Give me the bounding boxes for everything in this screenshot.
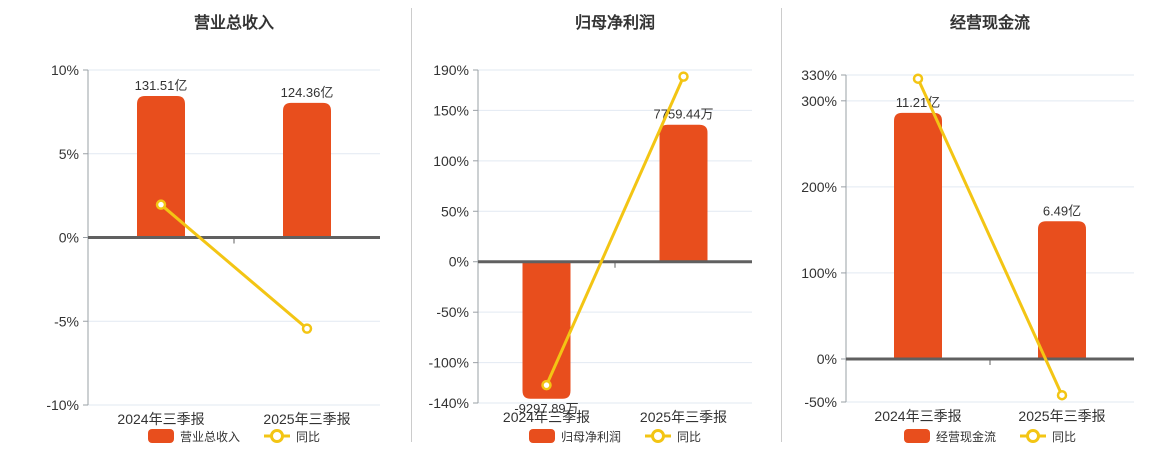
y-tick-label: 300% <box>801 93 837 109</box>
y-tick-label: -10% <box>46 397 79 413</box>
y-tick-label: 50% <box>441 203 469 219</box>
legend-bar-swatch-icon <box>148 429 174 443</box>
legend-line-marker-icon <box>1026 429 1040 443</box>
bar-value-label: 7759.44万 <box>654 107 714 122</box>
category-label: 2024年三季报 <box>117 411 204 427</box>
yoy-marker-2025年三季报[interactable] <box>301 323 313 334</box>
legend-line-marker-icon <box>651 429 665 443</box>
legend-label: 同比 <box>1052 430 1076 444</box>
legend-label: 营业总收入 <box>180 430 240 444</box>
legend-bar-swatch-icon <box>904 429 930 443</box>
bar-2024年三季报[interactable] <box>137 95 185 238</box>
legend-line-marker-icon <box>270 429 284 443</box>
legend-bar-swatch-icon <box>529 429 555 443</box>
category-label: 2024年三季报 <box>874 408 961 424</box>
bar-2025年三季报[interactable] <box>1038 221 1086 359</box>
legend-item-line-series[interactable]: 同比 <box>1020 429 1076 444</box>
chart-title: 经营现金流 <box>950 13 1030 32</box>
legend-item-line-series[interactable]: 同比 <box>264 429 320 444</box>
y-tick-label: 0% <box>817 351 837 367</box>
bar-value-label: 6.49亿 <box>1043 203 1081 218</box>
chart-title: 营业总收入 <box>194 13 274 32</box>
y-tick-label: -5% <box>54 313 79 329</box>
category-label: 2024年三季报 <box>503 409 590 425</box>
y-tick-label: -50% <box>804 394 837 410</box>
y-tick-label: -50% <box>436 304 469 320</box>
y-tick-label: -100% <box>429 355 469 371</box>
cash-flow-chart[interactable]: 330%300%200%100%0%-50%11.21亿6.49亿经营现金流20… <box>782 0 1160 450</box>
revenue-chart-panel: 10% 5% 0% -5% -10% 131.51亿 124.36亿 营业总收入 2024年三季… <box>0 0 411 450</box>
y-tick-label: 100% <box>433 153 469 169</box>
legend-label: 经营现金流 <box>936 429 996 444</box>
bar-value-label: 124.36亿 <box>281 85 334 100</box>
bar-2024年三季报[interactable] <box>522 261 571 399</box>
bar-value-label: -9297.89万 <box>514 401 578 416</box>
y-tick-label: 200% <box>801 179 837 195</box>
legend-label: 同比 <box>677 430 701 444</box>
revenue-chart[interactable]: 10%5%0%-5%-10%131.51亿 124.36亿营业总收入2024年三季… <box>0 0 411 450</box>
bar-2024年三季报[interactable] <box>894 112 942 359</box>
panel-divider <box>411 8 412 442</box>
y-tick-label: 100% <box>801 265 837 281</box>
legend-item-bar-series[interactable]: 营业总收入 <box>148 429 240 444</box>
cash-flow-chart-panel: 330% 300% 200% 100% 0% -50% 11.21亿 6.49亿 经营现金流 20… <box>782 0 1160 450</box>
legend-label: 同比 <box>296 430 320 444</box>
bar-2025年三季报[interactable] <box>659 124 708 262</box>
category-label: 2025年三季报 <box>263 411 350 427</box>
panel-divider <box>781 8 782 442</box>
y-tick-label: 5% <box>59 146 79 162</box>
bar-2025年三季报[interactable] <box>283 102 331 238</box>
legend-item-bar-series[interactable]: 经营现金流 <box>904 429 996 444</box>
yoy-marker-2025年三季报[interactable] <box>678 71 689 82</box>
y-tick-label: 150% <box>433 102 469 118</box>
legend-item-line-series[interactable]: 同比 <box>645 429 701 444</box>
y-tick-label: 0% <box>59 230 79 246</box>
legend-item-bar-series[interactable]: 归母净利润 <box>529 429 621 444</box>
y-tick-label: 0% <box>449 254 469 270</box>
y-tick-label: 190% <box>433 62 469 78</box>
yoy-marker-2024年三季报[interactable] <box>155 199 167 210</box>
y-tick-label: 330% <box>801 67 837 83</box>
yoy-line <box>160 203 308 330</box>
y-tick-label: -140% <box>429 395 469 411</box>
y-tick-label: 10% <box>51 62 79 78</box>
bar-value-label: 11.21亿 <box>896 95 941 110</box>
net-profit-chart-panel: 190% 150% 100% 50% 0% -50% -100% -140% -9297.89万… <box>412 0 781 450</box>
bar-value-label: 131.51亿 <box>135 78 188 93</box>
category-label: 2025年三季报 <box>640 409 727 425</box>
category-label: 2025年三季报 <box>1018 408 1105 424</box>
yoy-marker-2024年三季报[interactable] <box>912 73 924 84</box>
yoy-line <box>916 78 1064 396</box>
net-profit-chart[interactable]: 190% 150% 100% 50% 0% -50% -100% -140% -9297.89万… <box>412 0 781 450</box>
yoy-marker-2025年三季报[interactable] <box>1056 389 1068 401</box>
yoy-marker-2024年三季报[interactable] <box>541 379 552 391</box>
yoy-line <box>545 76 685 386</box>
legend-label: 归母净利润 <box>561 430 621 444</box>
chart-title: 归母净利润 <box>575 13 655 32</box>
